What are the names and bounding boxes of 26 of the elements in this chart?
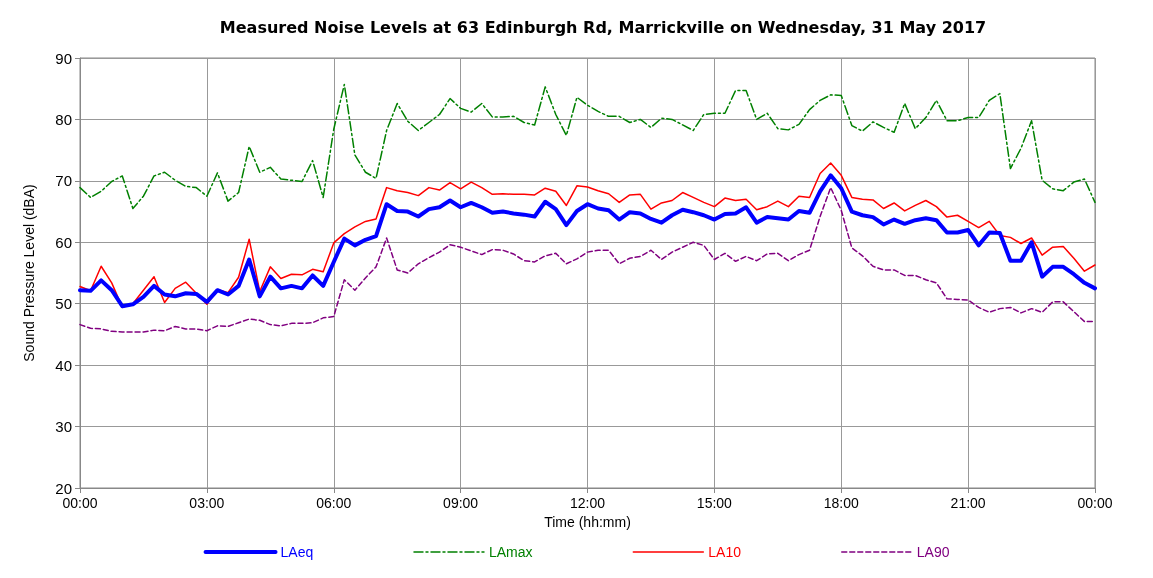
y-axis-title: Sound Pressure Level (dBA) <box>21 184 37 362</box>
text: LAeq <box>280 544 314 560</box>
y-tick-label: 50 <box>55 295 72 313</box>
x-tick-label: 00:00 <box>1077 495 1113 511</box>
legend-label: LAmax <box>488 544 533 560</box>
x-tick-label: 06:00 <box>316 495 352 511</box>
x-tick-label: 09:00 <box>443 495 479 511</box>
line-series <box>79 83 1096 210</box>
x-tick-label: 03:00 <box>189 495 225 511</box>
y-tick-label: 90 <box>55 49 72 67</box>
y-tick-label: 20 <box>55 479 72 497</box>
y-tick-label: 70 <box>55 172 72 190</box>
line-series <box>79 186 1096 333</box>
x-axis-title: Time (hh:mm) <box>544 513 631 530</box>
x-tick-label: 18:00 <box>823 495 859 511</box>
legend-label: LA90 <box>916 544 950 560</box>
x-tick-label: 15:00 <box>696 495 733 511</box>
x-tick-label: 21:00 <box>950 495 986 511</box>
y-tick-label: 30 <box>55 418 72 436</box>
y-tick-label: 80 <box>55 110 72 128</box>
y-tick-label: 40 <box>55 356 72 374</box>
x-tick-label: 12:00 <box>569 495 606 511</box>
legend-label: LA10 <box>708 544 742 560</box>
y-tick-label: 60 <box>55 233 72 251</box>
x-tick-label: 00:00 <box>62 495 98 511</box>
chart-title: Measured Noise Levels at 63 Edinburgh Rd, Marrickville on Wednesday, 31 May 2017 <box>219 17 987 37</box>
